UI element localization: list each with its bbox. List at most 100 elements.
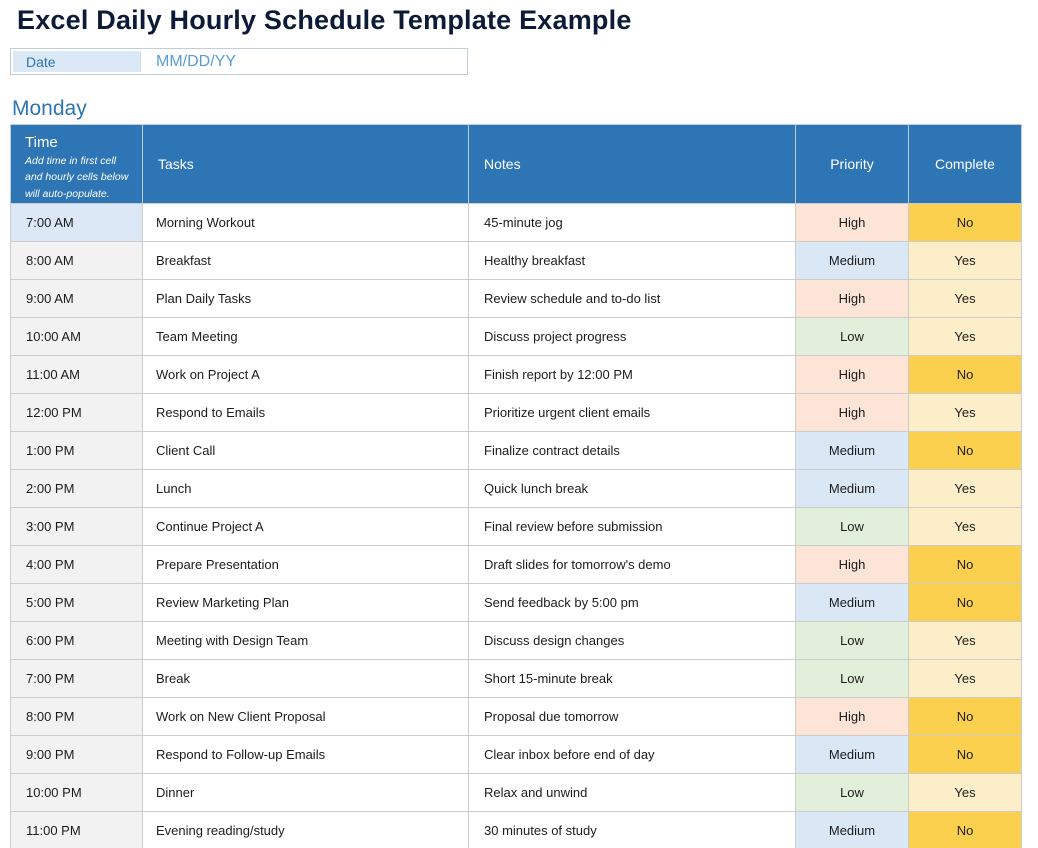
note-cell[interactable]: 30 minutes of study bbox=[468, 811, 796, 848]
task-cell[interactable]: Team Meeting bbox=[142, 317, 469, 356]
complete-cell[interactable]: Yes bbox=[908, 393, 1022, 432]
note-cell[interactable]: Final review before submission bbox=[468, 507, 796, 546]
priority-cell[interactable]: Low bbox=[795, 317, 909, 356]
table-row: 12:00 PM Respond to Emails Prioritize urge… bbox=[10, 393, 1022, 432]
time-cell[interactable]: 10:00 PM bbox=[10, 773, 143, 812]
note-cell[interactable]: Send feedback by 5:00 pm bbox=[468, 583, 796, 622]
complete-cell[interactable]: Yes bbox=[908, 659, 1022, 698]
priority-cell[interactable]: Medium bbox=[795, 735, 909, 774]
table-row: 1:00 PM Client Call Finalize contract deta… bbox=[10, 431, 1022, 470]
time-cell[interactable]: 7:00 AM bbox=[10, 203, 143, 242]
note-cell[interactable]: Quick lunch break bbox=[468, 469, 796, 508]
task-cell[interactable]: Work on New Client Proposal bbox=[142, 697, 469, 736]
time-cell[interactable]: 6:00 PM bbox=[10, 621, 143, 660]
complete-cell[interactable]: No bbox=[908, 431, 1022, 470]
priority-cell[interactable]: High bbox=[795, 393, 909, 432]
task-cell[interactable]: Breakfast bbox=[142, 241, 469, 280]
note-cell[interactable]: Finalize contract details bbox=[468, 431, 796, 470]
task-cell[interactable]: Break bbox=[142, 659, 469, 698]
note-cell[interactable]: Relax and unwind bbox=[468, 773, 796, 812]
note-cell[interactable]: Draft slides for tomorrow's demo bbox=[468, 545, 796, 584]
priority-cell[interactable]: High bbox=[795, 545, 909, 584]
task-cell[interactable]: Dinner bbox=[142, 773, 469, 812]
task-cell[interactable]: Meeting with Design Team bbox=[142, 621, 469, 660]
time-cell[interactable]: 7:00 PM bbox=[10, 659, 143, 698]
complete-cell[interactable]: No bbox=[908, 203, 1022, 242]
column-header-priority: Priority bbox=[795, 124, 909, 204]
time-cell[interactable]: 8:00 PM bbox=[10, 697, 143, 736]
priority-cell[interactable]: Medium bbox=[795, 469, 909, 508]
time-cell[interactable]: 3:00 PM bbox=[10, 507, 143, 546]
complete-cell[interactable]: No bbox=[908, 545, 1022, 584]
priority-cell[interactable]: Medium bbox=[795, 811, 909, 848]
priority-cell[interactable]: Low bbox=[795, 773, 909, 812]
task-cell[interactable]: Review Marketing Plan bbox=[142, 583, 469, 622]
task-cell[interactable]: Respond to Emails bbox=[142, 393, 469, 432]
date-input[interactable]: MM/DD/YY bbox=[140, 51, 465, 72]
priority-cell[interactable]: Low bbox=[795, 659, 909, 698]
note-cell[interactable]: Discuss project progress bbox=[468, 317, 796, 356]
note-cell[interactable]: Review schedule and to-do list bbox=[468, 279, 796, 318]
time-cell[interactable]: 11:00 PM bbox=[10, 811, 143, 848]
table-row: 7:00 AM Morning Workout 45-minute jog High N… bbox=[10, 203, 1022, 242]
priority-cell[interactable]: Low bbox=[795, 507, 909, 546]
note-cell[interactable]: Discuss design changes bbox=[468, 621, 796, 660]
task-cell[interactable]: Continue Project A bbox=[142, 507, 469, 546]
priority-cell[interactable]: Low bbox=[795, 621, 909, 660]
time-cell[interactable]: 8:00 AM bbox=[10, 241, 143, 280]
complete-cell[interactable]: No bbox=[908, 697, 1022, 736]
complete-cell[interactable]: Yes bbox=[908, 507, 1022, 546]
note-cell[interactable]: Proposal due tomorrow bbox=[468, 697, 796, 736]
task-cell[interactable]: Client Call bbox=[142, 431, 469, 470]
column-header-complete: Complete bbox=[908, 124, 1022, 204]
priority-cell[interactable]: High bbox=[795, 697, 909, 736]
time-cell[interactable]: 9:00 AM bbox=[10, 279, 143, 318]
priority-cell[interactable]: Medium bbox=[795, 431, 909, 470]
complete-cell[interactable]: Yes bbox=[908, 621, 1022, 660]
column-header-time: Time Add time in first cell and hourly c… bbox=[10, 124, 143, 204]
complete-cell[interactable]: No bbox=[908, 811, 1022, 848]
column-header-tasks: Tasks bbox=[142, 124, 469, 204]
task-cell[interactable]: Plan Daily Tasks bbox=[142, 279, 469, 318]
time-cell[interactable]: 11:00 AM bbox=[10, 355, 143, 394]
task-cell[interactable]: Lunch bbox=[142, 469, 469, 508]
priority-cell[interactable]: Medium bbox=[795, 583, 909, 622]
task-cell[interactable]: Prepare Presentation bbox=[142, 545, 469, 584]
note-cell[interactable]: Clear inbox before end of day bbox=[468, 735, 796, 774]
date-field: Date MM/DD/YY bbox=[10, 48, 468, 75]
table-row: 4:00 PM Prepare Presentation Draft slides … bbox=[10, 545, 1022, 584]
priority-cell[interactable]: High bbox=[795, 355, 909, 394]
time-cell[interactable]: 9:00 PM bbox=[10, 735, 143, 774]
time-cell[interactable]: 4:00 PM bbox=[10, 545, 143, 584]
date-field-label: Date bbox=[13, 51, 140, 72]
note-cell[interactable]: Prioritize urgent client emails bbox=[468, 393, 796, 432]
complete-cell[interactable]: Yes bbox=[908, 773, 1022, 812]
note-cell[interactable]: 45-minute jog bbox=[468, 203, 796, 242]
priority-cell[interactable]: High bbox=[795, 279, 909, 318]
task-cell[interactable]: Evening reading/study bbox=[142, 811, 469, 848]
column-header-notes: Notes bbox=[468, 124, 796, 204]
complete-cell[interactable]: No bbox=[908, 355, 1022, 394]
complete-cell[interactable]: No bbox=[908, 583, 1022, 622]
time-cell[interactable]: 1:00 PM bbox=[10, 431, 143, 470]
time-cell[interactable]: 2:00 PM bbox=[10, 469, 143, 508]
note-cell[interactable]: Healthy breakfast bbox=[468, 241, 796, 280]
priority-cell[interactable]: Medium bbox=[795, 241, 909, 280]
task-cell[interactable]: Morning Workout bbox=[142, 203, 469, 242]
table-row: 7:00 PM Break Short 15-minute break Low Yes bbox=[10, 659, 1022, 698]
complete-cell[interactable]: No bbox=[908, 735, 1022, 774]
task-cell[interactable]: Work on Project A bbox=[142, 355, 469, 394]
time-cell[interactable]: 10:00 AM bbox=[10, 317, 143, 356]
note-cell[interactable]: Finish report by 12:00 PM bbox=[468, 355, 796, 394]
complete-cell[interactable]: Yes bbox=[908, 279, 1022, 318]
time-cell[interactable]: 12:00 PM bbox=[10, 393, 143, 432]
note-cell[interactable]: Short 15-minute break bbox=[468, 659, 796, 698]
complete-cell[interactable]: Yes bbox=[908, 469, 1022, 508]
table-row: 10:00 AM Team Meeting Discuss project prog… bbox=[10, 317, 1022, 356]
task-cell[interactable]: Respond to Follow-up Emails bbox=[142, 735, 469, 774]
complete-cell[interactable]: Yes bbox=[908, 317, 1022, 356]
priority-cell[interactable]: High bbox=[795, 203, 909, 242]
time-cell[interactable]: 5:00 PM bbox=[10, 583, 143, 622]
complete-cell[interactable]: Yes bbox=[908, 241, 1022, 280]
table-row: 6:00 PM Meeting with Design Team Discuss d… bbox=[10, 621, 1022, 660]
